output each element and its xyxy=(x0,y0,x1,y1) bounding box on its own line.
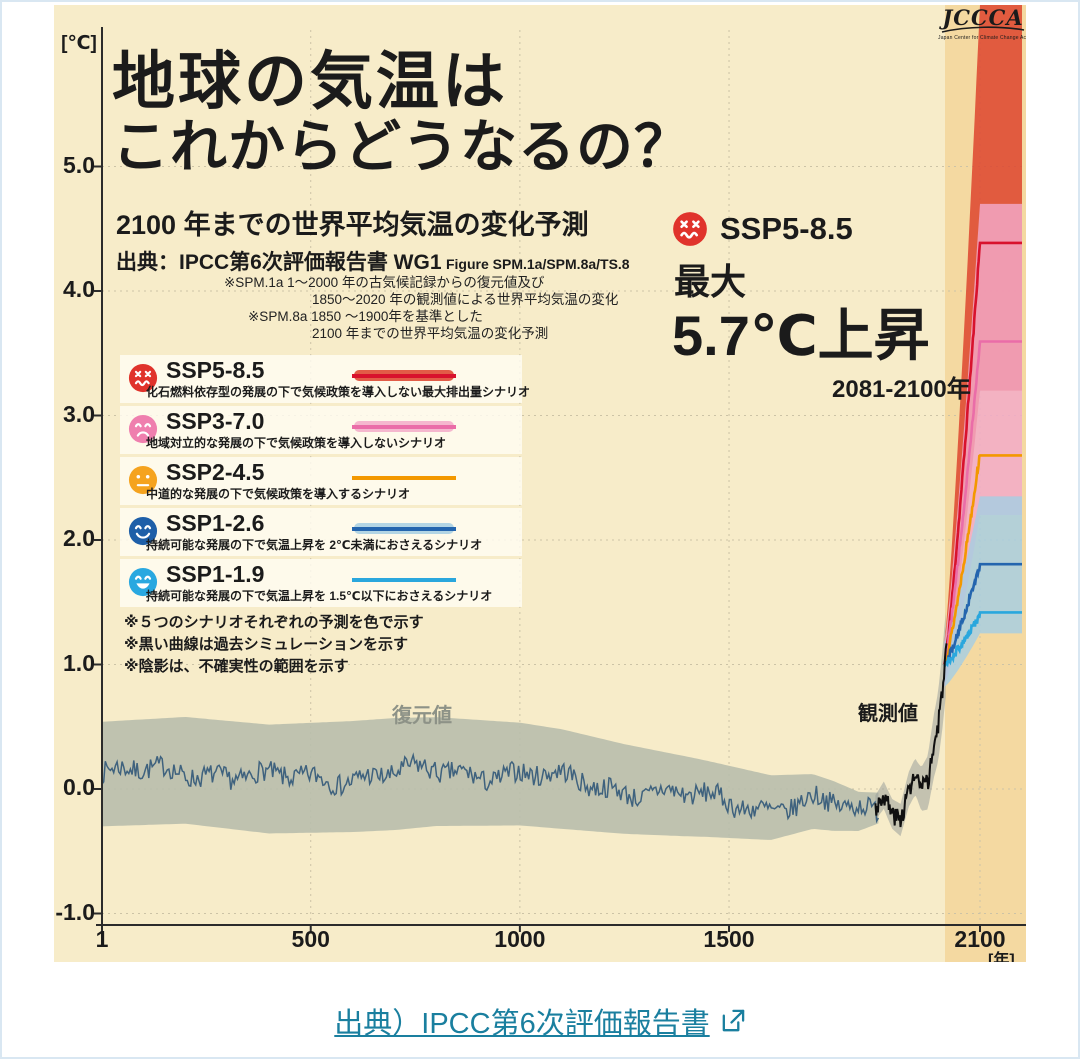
ssp5-callout: SSP5-8.5 最大 5.7℃上昇 2081-2100年 xyxy=(672,211,1026,404)
legend-footnotes: ※５つのシナリオそれぞれの予測を色で示す ※黒い曲線は過去シミュレーションを示す… xyxy=(124,612,424,678)
legend-row-ssp2-4-5: SSP2-4.5 中道的な発展の下で気候政策を導入するシナリオ xyxy=(120,457,522,505)
legend-row-ssp1-2-6: SSP1-2.6 持続可能な発展の下で気温上昇を 2℃未満におさえるシナリオ xyxy=(120,508,522,556)
scenario-description: 化石燃料依存型の発展の下で気候政策を導入しない最大排出量シナリオ xyxy=(146,383,530,400)
scenario-line-swatch xyxy=(352,374,456,378)
source-note-line: 2100 年までの世界平均気温の変化予測 xyxy=(312,325,618,342)
scenario-line-sample xyxy=(354,368,454,384)
legend-footnote: ※黒い曲線は過去シミュレーションを示す xyxy=(124,634,424,656)
ssp5-callout-period: 2081-2100年 xyxy=(672,369,1026,404)
y-tick-label: 2.0 xyxy=(54,525,95,552)
x-tick-label: 1000 xyxy=(494,926,545,953)
legend-row-ssp5-8-5: SSP5-8.5 化石燃料依存型の発展の下で気候政策を導入しない最大排出量シナリ… xyxy=(120,355,522,403)
x-tick-label: 1 xyxy=(96,926,109,953)
y-tick-label: 4.0 xyxy=(54,276,95,303)
scenario-line-swatch xyxy=(352,425,456,429)
climate-chart: JCCCA Japan Center for Climate Change Ac… xyxy=(54,5,1026,962)
legend: SSP5-8.5 化石燃料依存型の発展の下で気候政策を導入しない最大排出量シナリ… xyxy=(120,355,522,610)
legend-footnote: ※５つのシナリオそれぞれの予測を色で示す xyxy=(124,612,424,634)
ssp5-callout-max-label: 最大 xyxy=(674,253,1026,305)
scenario-line-swatch xyxy=(352,527,456,531)
source-link[interactable]: 出典）IPCC第6次評価報告書 xyxy=(334,1000,745,1042)
annotation-observed: 観測値 xyxy=(858,697,918,726)
chart-title: 地球の気温は これからどうなるの？ xyxy=(112,49,692,179)
scenario-description: 地域対立的な発展の下で気候政策を導入しないシナリオ xyxy=(146,434,446,451)
external-link-icon xyxy=(719,1008,746,1035)
y-tick-label: -1.0 xyxy=(54,899,95,926)
jccca-logo-subtext: Japan Center for Climate Change Actions xyxy=(938,35,1026,41)
x-tick-label: 1500 xyxy=(703,926,754,953)
footer: 出典）IPCC第6次評価報告書 xyxy=(2,1000,1078,1042)
chart-title-line2: これからどうなるの？ xyxy=(112,115,692,179)
y-tick-label: 0.0 xyxy=(54,774,95,801)
ssp5-callout-value: 5.7℃上昇 xyxy=(672,305,1026,367)
legend-row-ssp1-1-9: SSP1-1.9 持続可能な発展の下で気温上昇を 1.5℃以下におさえるシナリオ xyxy=(120,559,522,607)
source-note-line: ※SPM.8a 1850 ～1900年を基準とした xyxy=(248,308,618,325)
ssp5-callout-name: SSP5-8.5 xyxy=(720,211,853,247)
x-axis-labels: 1500100015002100 xyxy=(54,926,1026,960)
y-axis-labels: 5.0 4.0 3.0 2.0 1.0 0.0 -1.0 xyxy=(54,5,102,962)
scenario-line-sample xyxy=(354,419,454,435)
scenario-name: SSP1-2.6 xyxy=(166,510,264,537)
y-tick-label: 3.0 xyxy=(54,401,95,428)
source-label: 出典：IPCC第6次評価報告書 WG1 xyxy=(116,251,442,274)
chart-subtitle: 2100 年までの世界平均気温の変化予測 xyxy=(116,203,589,242)
scenario-description: 持続可能な発展の下で気温上昇を 1.5℃以下におさえるシナリオ xyxy=(146,587,492,604)
scenario-name: SSP1-1.9 xyxy=(166,561,264,588)
source-line: 出典：IPCC第6次評価報告書 WG1 Figure SPM.1a/SPM.8a… xyxy=(116,246,630,276)
legend-footnote: ※陰影は、不確実性の範囲を示す xyxy=(124,656,424,678)
source-note-line: 1850～2020 年の観測値による世界平均気温の変化 xyxy=(312,291,618,308)
source-link-text[interactable]: 出典）IPCC第6次評価報告書 xyxy=(334,1000,709,1042)
x-axis-unit: [年] xyxy=(988,946,1015,962)
scenario-name: SSP2-4.5 xyxy=(166,459,264,486)
scenario-line-sample xyxy=(354,572,454,588)
scenario-name: SSP3-7.0 xyxy=(166,408,264,435)
chart-title-line1: 地球の気温は xyxy=(112,49,692,115)
scenario-name: SSP5-8.5 xyxy=(166,357,264,384)
annotation-reconstructed: 復元値 xyxy=(392,699,452,728)
source-notes: ※SPM.1a 1～2000 年の古気候記録からの復元値及び 1850～2020… xyxy=(224,274,618,342)
ssp5-callout-header: SSP5-8.5 xyxy=(672,211,1026,247)
y-tick-label: 5.0 xyxy=(54,152,95,179)
jccca-logo-text: JCCCA xyxy=(938,7,1026,29)
scenario-line-sample xyxy=(354,470,454,486)
legend-row-ssp3-7-0: SSP3-7.0 地域対立的な発展の下で気候政策を導入しないシナリオ xyxy=(120,406,522,454)
scenario-line-sample xyxy=(354,521,454,537)
scenario-line-swatch xyxy=(352,476,456,480)
source-note-line: ※SPM.1a 1～2000 年の古気候記録からの復元値及び xyxy=(224,274,618,291)
scenario-description: 中道的な発展の下で気候政策を導入するシナリオ xyxy=(146,485,410,502)
jccca-logo: JCCCA Japan Center for Climate Change Ac… xyxy=(938,7,1026,41)
source-figure-ref: Figure SPM.1a/SPM.8a/TS.8 xyxy=(446,256,630,272)
scenario-description: 持続可能な発展の下で気温上昇を 2℃未満におさえるシナリオ xyxy=(146,536,482,553)
scenario-line-swatch xyxy=(352,578,456,582)
x-tick-label: 500 xyxy=(292,926,330,953)
y-tick-label: 1.0 xyxy=(54,650,95,677)
page: JCCCA Japan Center for Climate Change Ac… xyxy=(0,0,1080,1059)
angry-face-icon xyxy=(672,211,708,247)
